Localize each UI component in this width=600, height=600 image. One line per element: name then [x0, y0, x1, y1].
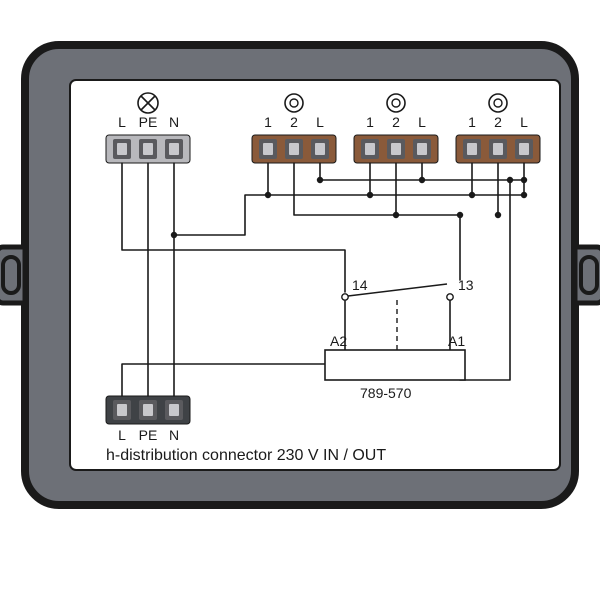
- svg-text:PE: PE: [139, 427, 158, 443]
- svg-text:2: 2: [494, 114, 502, 130]
- svg-text:L: L: [118, 427, 126, 443]
- relay-model-label: 789-570: [360, 385, 412, 401]
- svg-text:A2: A2: [330, 333, 347, 349]
- mounting-ear: [0, 247, 25, 303]
- svg-text:14: 14: [352, 277, 368, 293]
- mounting-ear: [575, 247, 600, 303]
- svg-text:A1: A1: [448, 333, 465, 349]
- svg-text:1: 1: [264, 114, 272, 130]
- diagram-stage: L PE N 1 2 L 1 2 L 1 2 L L PE N 14 13 A2 A1 789-570 h-distri…: [0, 0, 600, 600]
- svg-text:1: 1: [468, 114, 476, 130]
- svg-text:N: N: [169, 114, 179, 130]
- footer-label: h-distribution connector 230 V IN / OUT: [106, 447, 386, 464]
- terminal-block-power: L PE N: [106, 396, 190, 443]
- svg-text:PE: PE: [139, 114, 158, 130]
- svg-text:L: L: [316, 114, 324, 130]
- svg-text:L: L: [418, 114, 426, 130]
- svg-text:1: 1: [366, 114, 374, 130]
- svg-text:N: N: [169, 427, 179, 443]
- svg-text:2: 2: [290, 114, 298, 130]
- svg-text:L: L: [520, 114, 528, 130]
- svg-text:L: L: [118, 114, 126, 130]
- wiring-diagram: L PE N 1 2 L 1 2 L 1 2 L L PE N 14 13 A2 A1 789-570 h-distri…: [0, 0, 600, 600]
- svg-text:2: 2: [392, 114, 400, 130]
- svg-text:13: 13: [458, 277, 474, 293]
